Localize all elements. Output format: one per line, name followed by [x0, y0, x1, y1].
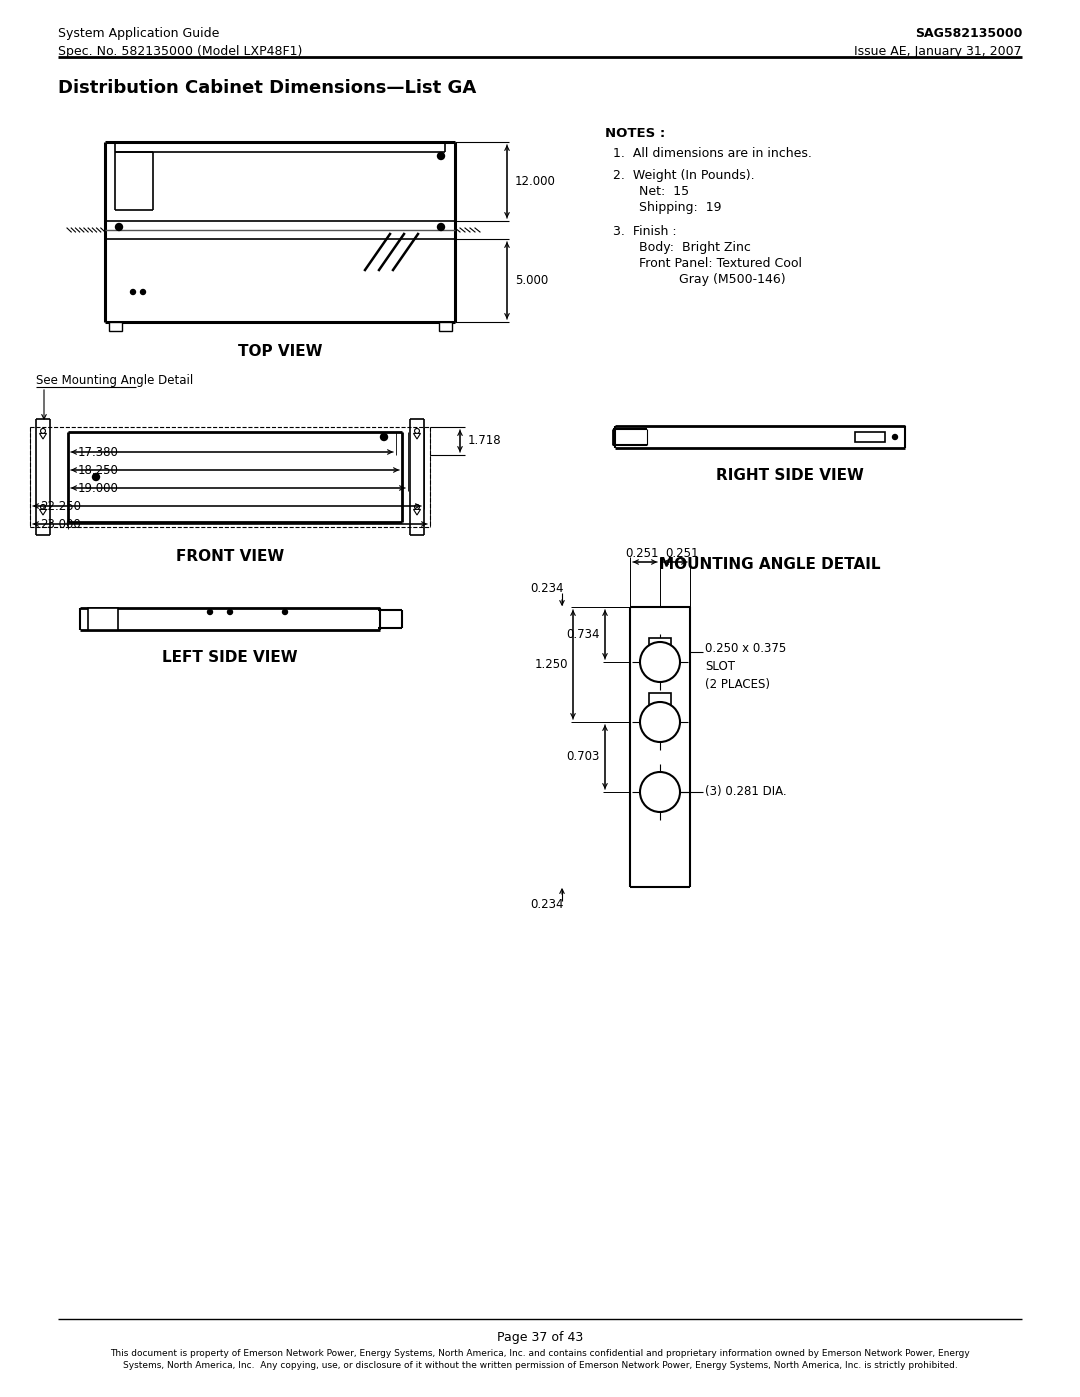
Text: TOP VIEW: TOP VIEW — [238, 344, 322, 359]
Text: 1.718: 1.718 — [468, 434, 501, 447]
Text: 0.703: 0.703 — [567, 750, 600, 764]
Bar — [855, 432, 885, 441]
Text: Shipping:  19: Shipping: 19 — [639, 201, 721, 214]
Text: 0.251: 0.251 — [665, 548, 699, 560]
Text: 3.  Finish :: 3. Finish : — [613, 225, 677, 237]
Circle shape — [640, 643, 680, 682]
Polygon shape — [40, 433, 46, 439]
Polygon shape — [414, 510, 420, 515]
Text: SAG582135000: SAG582135000 — [915, 27, 1022, 41]
Circle shape — [380, 433, 388, 440]
Text: LEFT SIDE VIEW: LEFT SIDE VIEW — [162, 650, 298, 665]
Text: Body:  Bright Zinc: Body: Bright Zinc — [639, 242, 751, 254]
Text: 2.  Weight (In Pounds).: 2. Weight (In Pounds). — [613, 169, 755, 182]
Circle shape — [41, 429, 45, 433]
Text: 1.  All dimensions are in inches.: 1. All dimensions are in inches. — [613, 147, 812, 161]
Text: 0.234: 0.234 — [530, 898, 564, 911]
Circle shape — [437, 224, 445, 231]
Circle shape — [131, 289, 135, 295]
Circle shape — [437, 152, 445, 159]
Circle shape — [93, 474, 99, 481]
Text: 23.000: 23.000 — [40, 517, 81, 531]
Circle shape — [228, 609, 232, 615]
Text: 0.251: 0.251 — [625, 548, 659, 560]
Text: 17.380: 17.380 — [78, 446, 119, 458]
Text: Front Panel: Textured Cool: Front Panel: Textured Cool — [639, 257, 802, 270]
Text: Spec. No. 582135000 (Model LXP48F1): Spec. No. 582135000 (Model LXP48F1) — [58, 45, 302, 59]
Text: 18.250: 18.250 — [78, 464, 119, 476]
Circle shape — [892, 434, 897, 440]
Text: 22.250: 22.250 — [40, 500, 81, 513]
Circle shape — [415, 504, 419, 510]
Bar — [109, 321, 122, 331]
Polygon shape — [414, 433, 420, 439]
Text: 0.250 x 0.375
SLOT
(2 PLACES): 0.250 x 0.375 SLOT (2 PLACES) — [705, 643, 786, 692]
Text: System Application Guide: System Application Guide — [58, 27, 219, 41]
Circle shape — [116, 224, 122, 231]
Circle shape — [140, 289, 146, 295]
Text: 0.734: 0.734 — [567, 629, 600, 641]
Text: 12.000: 12.000 — [515, 175, 556, 189]
Circle shape — [640, 703, 680, 742]
Text: 19.000: 19.000 — [78, 482, 119, 495]
Text: Gray (M500-146): Gray (M500-146) — [679, 272, 785, 286]
Circle shape — [415, 429, 419, 433]
Text: (3) 0.281 DIA.: (3) 0.281 DIA. — [705, 785, 786, 799]
Bar — [87, 608, 118, 630]
Text: 1.250: 1.250 — [535, 658, 568, 671]
Circle shape — [283, 609, 287, 615]
Text: See Mounting Angle Detail: See Mounting Angle Detail — [36, 374, 193, 387]
Circle shape — [640, 773, 680, 812]
Text: FRONT VIEW: FRONT VIEW — [176, 549, 284, 564]
Text: Distribution Cabinet Dimensions—List GA: Distribution Cabinet Dimensions—List GA — [58, 80, 476, 96]
Text: RIGHT SIDE VIEW: RIGHT SIDE VIEW — [716, 468, 864, 483]
Text: NOTES :: NOTES : — [605, 127, 665, 140]
Text: Net:  15: Net: 15 — [639, 184, 689, 198]
Text: Page 37 of 43: Page 37 of 43 — [497, 1331, 583, 1344]
Text: 0.234: 0.234 — [530, 583, 564, 595]
Bar — [649, 693, 671, 721]
Text: This document is property of Emerson Network Power, Energy Systems, North Americ: This document is property of Emerson Net… — [110, 1350, 970, 1370]
Polygon shape — [40, 510, 46, 515]
Text: 5.000: 5.000 — [515, 274, 549, 286]
Bar — [649, 638, 671, 666]
Text: MOUNTING ANGLE DETAIL: MOUNTING ANGLE DETAIL — [659, 557, 881, 571]
Bar — [438, 321, 453, 331]
Circle shape — [41, 504, 45, 510]
Circle shape — [207, 609, 213, 615]
Text: Issue AE, January 31, 2007: Issue AE, January 31, 2007 — [854, 45, 1022, 59]
